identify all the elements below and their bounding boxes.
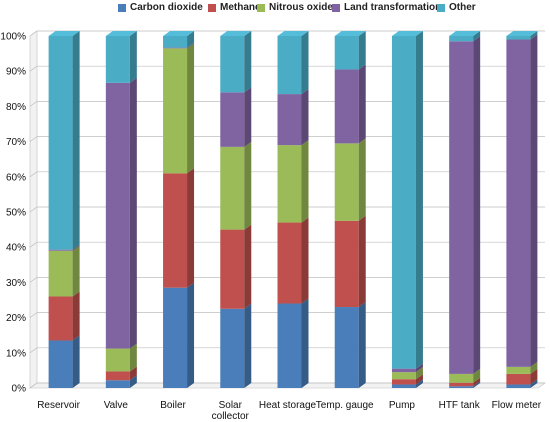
bar-segment-land-transformation bbox=[277, 89, 309, 146]
y-tick-label: 10% bbox=[6, 348, 26, 359]
gridline bbox=[29, 65, 545, 72]
bar-segment-land-transformation bbox=[105, 77, 137, 349]
bar-segment-other bbox=[506, 31, 538, 40]
y-tick-label: 70% bbox=[6, 137, 26, 148]
y-tick-label: 80% bbox=[6, 102, 26, 113]
bar-segment-carbon-dioxide bbox=[105, 375, 137, 388]
bar-segment-carbon-dioxide bbox=[48, 335, 80, 388]
bar-segment-methane bbox=[391, 374, 423, 385]
legend-label: Carbon dioxide bbox=[130, 2, 203, 13]
gridline bbox=[29, 206, 545, 213]
chart-legend: Carbon dioxide Methane Nitrous oxide Land t… bbox=[0, 2, 550, 18]
bar-segment-carbon-dioxide bbox=[163, 282, 195, 388]
bar-segment-carbon-dioxide bbox=[277, 298, 309, 388]
bar-segment-methane bbox=[334, 215, 366, 308]
bar-segment-methane bbox=[449, 377, 481, 387]
bar-segment-carbon-dioxide bbox=[449, 381, 481, 388]
bar-segment-nitrous-oxide bbox=[391, 367, 423, 380]
bar-segment-methane bbox=[105, 366, 137, 381]
bar-segment-nitrous-oxide bbox=[48, 245, 80, 297]
bar-segment-other bbox=[334, 31, 366, 70]
bar-segment-other bbox=[105, 31, 137, 83]
y-tick-label: 50% bbox=[6, 208, 26, 219]
x-tick-label: Heat storage bbox=[259, 400, 317, 411]
bar-segment-land-transformation bbox=[449, 36, 481, 374]
bar-segment-land-transformation bbox=[391, 363, 423, 373]
x-tick-label: HTF tank bbox=[439, 400, 481, 411]
gridline bbox=[29, 171, 545, 178]
bar-segment-methane bbox=[163, 168, 195, 288]
bar-segment-other bbox=[220, 31, 252, 93]
bar-segment-nitrous-oxide bbox=[163, 43, 195, 174]
legend-swatch bbox=[208, 3, 216, 12]
legend-swatch bbox=[118, 3, 126, 12]
y-tick-label: 20% bbox=[6, 313, 26, 324]
bar-segment-nitrous-oxide bbox=[334, 138, 366, 221]
bar-segment-nitrous-oxide bbox=[220, 141, 252, 230]
gridline bbox=[29, 30, 545, 37]
legend-label: Nitrous oxide bbox=[269, 2, 333, 13]
gridline bbox=[29, 382, 545, 389]
bar-segment-nitrous-oxide bbox=[449, 368, 481, 383]
y-tick-label: 40% bbox=[6, 243, 26, 254]
bar-segment-land-transformation bbox=[163, 42, 195, 49]
x-tick-label: Temp. gauge bbox=[316, 400, 374, 411]
legend-item: Land transformation bbox=[332, 2, 441, 13]
y-tick-label: 90% bbox=[6, 67, 26, 78]
x-tick-label: Flow meter bbox=[492, 400, 542, 411]
bar-segment-other bbox=[449, 31, 481, 42]
bar-segment-carbon-dioxide bbox=[220, 303, 252, 388]
bar-segment-nitrous-oxide bbox=[506, 361, 538, 374]
y-tick-label: 60% bbox=[6, 172, 26, 183]
gridline bbox=[29, 312, 545, 318]
legend-swatch bbox=[332, 3, 340, 12]
legend-swatch bbox=[437, 3, 445, 12]
legend-label: Land transformation bbox=[344, 2, 442, 13]
gridline bbox=[29, 136, 545, 142]
bar-segment-nitrous-oxide bbox=[105, 343, 137, 372]
bar-segment-land-transformation bbox=[506, 34, 538, 367]
legend-label: Methane bbox=[220, 2, 261, 13]
bar-segment-land-transformation bbox=[220, 87, 252, 147]
gridline bbox=[29, 241, 545, 248]
bar-segment-methane bbox=[48, 291, 80, 341]
x-tick-label: Boiler bbox=[160, 400, 186, 411]
legend-item: Carbon dioxide bbox=[118, 2, 203, 13]
y-tick-label: 30% bbox=[6, 278, 26, 289]
legend-label: Other bbox=[449, 2, 476, 13]
x-tick-label: collector bbox=[212, 411, 250, 422]
bar-segment-land-transformation bbox=[48, 244, 80, 251]
bar-segment-land-transformation bbox=[334, 64, 366, 144]
gridline bbox=[29, 277, 545, 283]
legend-item: Nitrous oxide bbox=[257, 2, 333, 13]
legend-swatch bbox=[257, 3, 265, 12]
gridline bbox=[29, 347, 545, 354]
bar-segment-methane bbox=[506, 368, 538, 385]
bar-segment-other bbox=[391, 31, 423, 369]
bar-segment-methane bbox=[220, 224, 252, 309]
y-tick-label: 100% bbox=[0, 32, 26, 43]
bar-segment-other bbox=[277, 31, 309, 95]
bar-segment-carbon-dioxide bbox=[334, 302, 366, 388]
bar-segment-carbon-dioxide bbox=[506, 379, 538, 388]
legend-item: Methane bbox=[208, 2, 261, 13]
x-tick-label: Valve bbox=[104, 400, 129, 411]
bar-segment-carbon-dioxide bbox=[391, 379, 423, 388]
legend-item: Other bbox=[437, 2, 476, 13]
x-tick-label: Pump bbox=[389, 400, 416, 411]
bar-segment-other bbox=[163, 31, 195, 48]
bar-segment-nitrous-oxide bbox=[277, 140, 309, 223]
x-tick-label: Reservoir bbox=[37, 400, 80, 411]
y-tick-label: 0% bbox=[12, 384, 27, 395]
bar-segment-methane bbox=[277, 217, 309, 304]
bar-segment-other bbox=[48, 31, 80, 250]
gridline bbox=[29, 101, 545, 107]
x-tick-label: Solar bbox=[219, 400, 243, 411]
